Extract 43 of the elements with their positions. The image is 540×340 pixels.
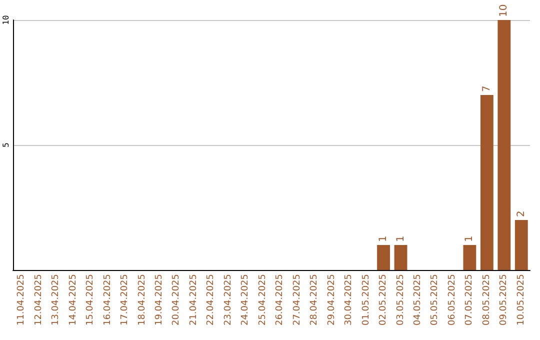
bar	[514, 220, 528, 270]
x-tick-label: 24.04.2025	[240, 274, 251, 326]
x-tick-label: 28.04.2025	[310, 274, 320, 326]
x-tick-label: 06.05.2025	[447, 274, 458, 326]
data-label: 1	[464, 236, 476, 242]
x-tick-label: 01.05.2025	[361, 274, 372, 326]
bar	[394, 245, 408, 270]
x-tick-label: 29.04.2025	[326, 274, 337, 326]
x-tick-label: 22.04.2025	[206, 274, 216, 326]
x-tick-label: 03.05.2025	[396, 274, 406, 326]
x-tick-label: 27.04.2025	[292, 274, 302, 326]
data-label: 1	[395, 236, 406, 242]
x-tick-label: 14.04.2025	[68, 274, 78, 326]
x-tick-label: 23.04.2025	[223, 274, 234, 326]
x-tick-label: 13.04.2025	[51, 274, 62, 326]
x-tick-label: 25.04.2025	[258, 274, 268, 326]
x-tick-label: 26.04.2025	[275, 274, 286, 326]
x-tick-label: 17.04.2025	[120, 274, 130, 326]
x-tick-label: 08.05.2025	[482, 274, 492, 326]
x-tick-label: 07.05.2025	[464, 274, 475, 326]
data-label: 1	[378, 236, 390, 242]
data-label: 10	[498, 4, 510, 17]
x-tick-label: 21.04.2025	[188, 274, 199, 326]
x-tick-label: 02.05.2025	[378, 274, 389, 326]
x-tick-label: 15.04.2025	[86, 274, 96, 326]
data-label: 7	[481, 86, 492, 92]
bar	[463, 245, 476, 270]
bar	[498, 20, 511, 270]
data-label: 2	[516, 210, 527, 217]
x-tick-label: 18.04.2025	[137, 274, 148, 326]
x-tick-label: 04.05.2025	[412, 274, 423, 326]
x-tick-label: 12.04.2025	[34, 274, 44, 326]
x-tick-label: 30.04.2025	[344, 274, 354, 326]
x-tick-label: 05.05.2025	[430, 274, 440, 326]
y-tick-label: 5	[2, 142, 10, 148]
x-tick-label: 11.04.2025	[16, 274, 27, 326]
x-tick-label: 10.05.2025	[516, 274, 526, 326]
x-tick-label: 16.04.2025	[102, 274, 113, 326]
x-tick-label: 19.04.2025	[154, 274, 164, 326]
x-tick-label: 20.04.2025	[172, 274, 182, 326]
bar	[480, 95, 494, 270]
x-tick-label: 09.05.2025	[499, 274, 510, 326]
bar	[377, 245, 390, 270]
